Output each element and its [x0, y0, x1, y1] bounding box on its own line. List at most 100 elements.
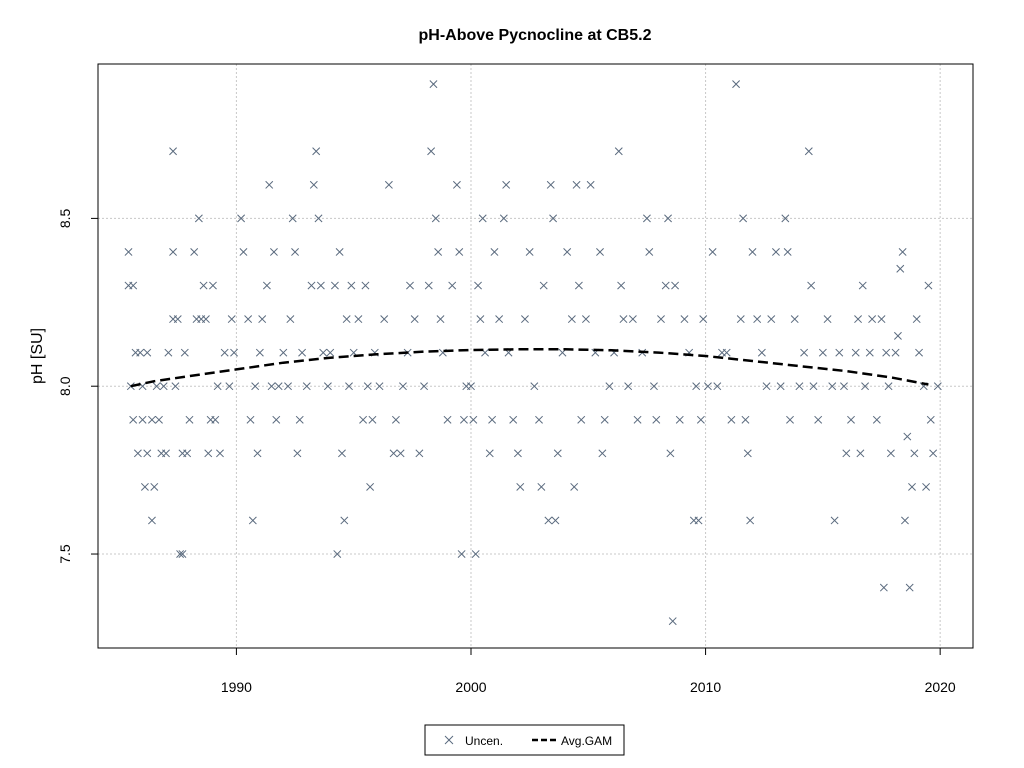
legend-label-uncen: Uncen.: [465, 734, 503, 748]
data-point: [279, 348, 288, 357]
data-point: [553, 449, 562, 458]
data-point: [546, 180, 555, 189]
data-point: [286, 315, 295, 324]
data-point: [253, 449, 262, 458]
data-point: [399, 382, 407, 391]
data-point: [551, 516, 560, 525]
data-point: [884, 382, 893, 391]
data-point: [650, 382, 658, 391]
data-point: [434, 248, 443, 256]
data-point: [338, 449, 346, 458]
data-point: [809, 382, 818, 391]
data-point: [628, 315, 637, 324]
data-point: [525, 248, 534, 256]
x-tick-label-2: 2010: [690, 679, 721, 695]
data-point: [600, 415, 609, 424]
data-point: [354, 315, 363, 324]
data-point: [455, 248, 464, 256]
data-point: [293, 449, 302, 458]
plot-frame: [97, 63, 974, 649]
data-point: [668, 617, 677, 626]
data-point: [467, 382, 475, 391]
data-point: [746, 516, 755, 525]
data-point: [861, 382, 870, 391]
data-point: [133, 449, 142, 458]
data-point: [882, 348, 891, 357]
data-point: [298, 348, 307, 357]
data-point: [790, 315, 799, 324]
data-point: [330, 281, 339, 290]
y-tick-label-1: 8.0: [57, 376, 73, 396]
data-point: [926, 415, 935, 424]
y-axis-label: pH [SU]: [29, 328, 46, 384]
data-point: [291, 248, 300, 256]
data-point: [661, 281, 670, 290]
data-point: [664, 214, 672, 223]
y-tick-label-0: 7.5: [57, 544, 73, 564]
data-point: [164, 348, 173, 357]
data-point: [804, 147, 813, 156]
data-point: [893, 331, 902, 340]
data-point: [148, 516, 156, 525]
data-point: [544, 516, 553, 525]
data-point: [891, 348, 900, 357]
data-point: [694, 516, 703, 525]
data-point: [307, 281, 316, 290]
data-point: [633, 415, 642, 424]
data-point: [396, 449, 405, 458]
data-point: [814, 415, 823, 424]
data-point: [748, 248, 757, 256]
x-tick-label-0: 1990: [221, 679, 252, 695]
data-point: [375, 382, 384, 391]
data-point: [262, 281, 271, 290]
data-point: [586, 180, 595, 189]
data-point: [912, 315, 921, 324]
gam-line: [130, 348, 929, 388]
data-point: [347, 281, 356, 290]
data-point: [800, 348, 809, 357]
data-point: [795, 382, 804, 391]
data-point: [781, 214, 790, 223]
data-point: [886, 449, 895, 458]
data-point: [828, 382, 837, 391]
data-point: [696, 415, 705, 424]
data-point: [539, 281, 548, 290]
data-point: [150, 482, 159, 491]
data-point: [295, 415, 304, 424]
data-point: [642, 214, 651, 223]
data-point: [903, 432, 912, 441]
data-point: [807, 281, 816, 290]
data-point: [201, 315, 210, 324]
data-point: [265, 180, 274, 189]
data-point: [490, 248, 499, 256]
data-point: [366, 482, 375, 491]
data-point: [258, 315, 267, 324]
data-point: [474, 281, 482, 290]
data-point: [309, 180, 318, 189]
data-point: [614, 147, 623, 156]
data-point: [471, 550, 480, 558]
data-point: [194, 214, 203, 223]
data-point: [581, 315, 590, 324]
data-point: [699, 315, 708, 324]
data-point: [272, 415, 281, 424]
data-point: [380, 315, 389, 324]
data-point: [361, 281, 370, 290]
data-point: [574, 281, 583, 290]
data-point: [520, 315, 529, 324]
data-point: [865, 348, 874, 357]
data-point: [910, 449, 919, 458]
gam-line-group: [130, 348, 929, 388]
data-point: [255, 348, 264, 357]
data-point: [457, 550, 466, 558]
data-point: [140, 482, 149, 491]
data-point: [537, 482, 546, 491]
data-point: [269, 248, 278, 256]
data-point: [767, 315, 776, 324]
data-point: [516, 482, 525, 491]
data-point: [753, 315, 762, 324]
data-point: [302, 382, 311, 391]
data-point: [856, 449, 865, 458]
data-point: [830, 516, 839, 525]
data-point: [840, 382, 848, 391]
